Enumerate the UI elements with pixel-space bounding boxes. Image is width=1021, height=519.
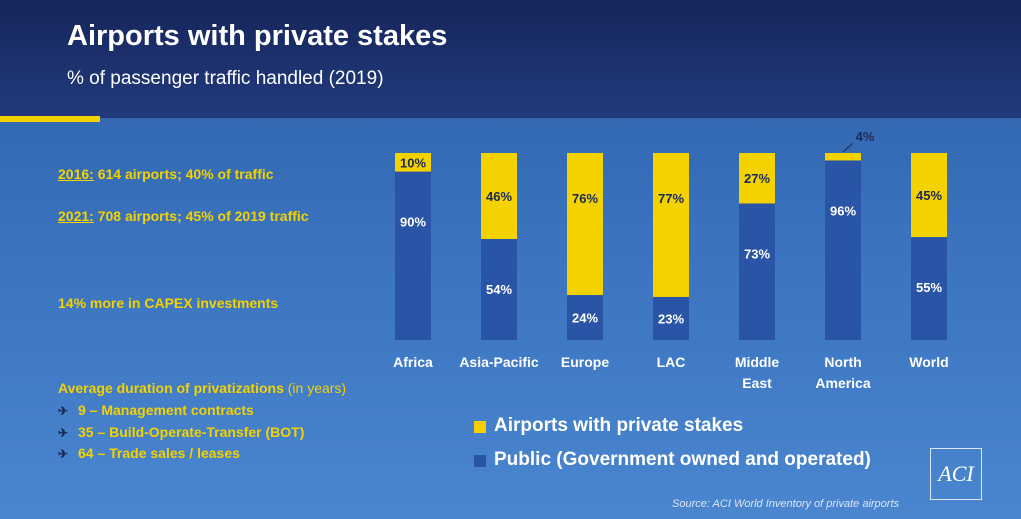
- bar-private: [395, 153, 431, 172]
- stat-capex: 14% more in CAPEX investments: [58, 295, 279, 311]
- legend-label-public: Public (Government owned and operated): [494, 449, 871, 470]
- value-label-public: 90%: [400, 215, 426, 230]
- bar-private: [825, 153, 861, 161]
- bar-private: [481, 153, 517, 240]
- duration-title-main: Average duration of privatizations: [58, 380, 284, 396]
- category-label: LAC: [657, 354, 686, 370]
- stat-2016-text: 614 airports; 40% of traffic: [93, 166, 274, 182]
- legend-label-private: Airports with private stakes: [494, 415, 744, 436]
- plane-icon: ✈: [58, 404, 69, 418]
- bar-public: [567, 295, 603, 340]
- bar-private: [739, 153, 775, 204]
- page-subtitle: % of passenger traffic handled (2019): [67, 68, 384, 89]
- bar-public: [481, 239, 517, 340]
- value-label-public: 23%: [658, 311, 684, 326]
- stat-2021: 2021: 708 airports; 45% of 2019 traffic: [58, 208, 309, 224]
- bar-private: [911, 153, 947, 238]
- value-label-private: 27%: [744, 171, 770, 186]
- stat-2016: 2016: 614 airports; 40% of traffic: [58, 166, 274, 182]
- category-label: East: [742, 375, 772, 391]
- category-label: Middle: [735, 354, 780, 370]
- category-label: America: [815, 375, 870, 391]
- value-label-private: 10%: [400, 155, 426, 170]
- legend-swatch-public: [474, 455, 486, 467]
- bar-private: [567, 153, 603, 296]
- duration-title-suffix: (in years): [283, 380, 347, 396]
- value-label-private: 45%: [916, 188, 942, 203]
- category-label: Europe: [561, 354, 609, 370]
- value-label-private: 76%: [572, 191, 598, 206]
- value-label-public: 55%: [916, 280, 942, 295]
- stat-2021-year: 2021:: [58, 208, 94, 224]
- bar-public: [395, 171, 431, 340]
- stat-2016-year: 2016:: [58, 166, 94, 182]
- legend-swatch-private: [474, 421, 486, 433]
- duration-item: ✈ 64 – Trade sales / leases: [58, 445, 240, 461]
- duration-item: ✈ 9 – Management contracts: [58, 402, 254, 418]
- accent-bar: [0, 116, 100, 122]
- leader-line: [842, 142, 854, 153]
- duration-item-label: 35 – Build-Operate-Transfer (BOT): [78, 424, 305, 440]
- plane-icon: ✈: [58, 447, 69, 461]
- duration-item-label: 9 – Management contracts: [78, 402, 254, 418]
- header-band: Airports with private stakes % of passen…: [0, 0, 1021, 118]
- value-label-public: 73%: [744, 246, 770, 261]
- duration-item-label: 64 – Trade sales / leases: [78, 445, 240, 461]
- category-label: North: [824, 354, 861, 370]
- stat-2021-text: 708 airports; 45% of 2019 traffic: [93, 208, 309, 224]
- bar-public: [739, 203, 775, 340]
- duration-item: ✈ 35 – Build-Operate-Transfer (BOT): [58, 424, 304, 440]
- bar-public: [653, 296, 689, 340]
- bar-public: [825, 160, 861, 340]
- category-label: Africa: [393, 354, 433, 370]
- duration-title: Average duration of privatizations (in y…: [58, 380, 346, 396]
- plane-icon: ✈: [58, 426, 69, 440]
- value-label-private: 77%: [658, 191, 684, 206]
- value-label-public: 96%: [830, 203, 856, 218]
- page-title: Airports with private stakes: [67, 20, 448, 52]
- value-label-public: 54%: [486, 282, 512, 297]
- bar-public: [911, 237, 947, 340]
- value-label-public: 24%: [572, 311, 598, 326]
- value-label-private: 4%: [856, 129, 875, 144]
- value-label-private: 46%: [486, 189, 512, 204]
- aci-logo: ACI: [930, 448, 982, 500]
- bar-private: [653, 153, 689, 297]
- category-label: Asia-Pacific: [459, 354, 539, 370]
- category-label: World: [909, 354, 948, 370]
- source-note: Source: ACI World Inventory of private a…: [672, 498, 900, 510]
